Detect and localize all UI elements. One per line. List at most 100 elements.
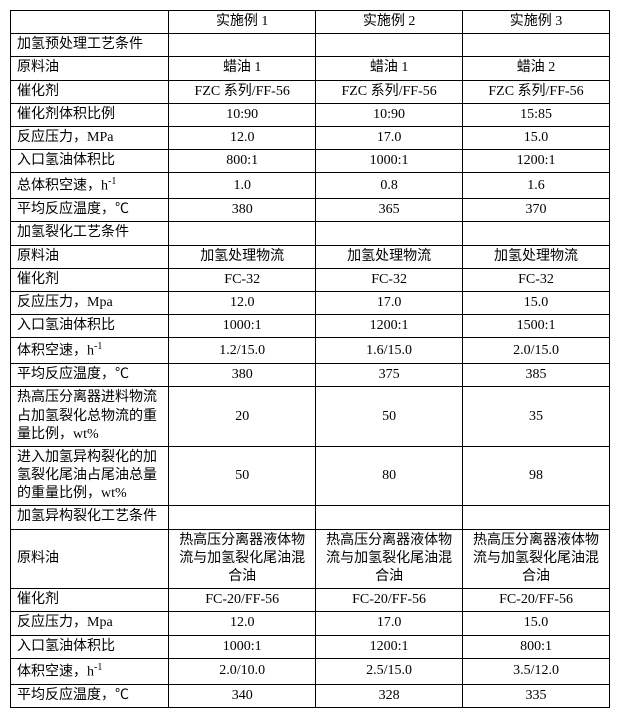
cell-col1: 380	[169, 199, 316, 222]
table-row: 催化剂体积比例10:9010:9015:85	[11, 103, 610, 126]
cell-col2: FC-32	[316, 268, 463, 291]
cell-col1: 1.0	[169, 173, 316, 199]
row-label: 催化剂体积比例	[11, 103, 169, 126]
cell-col2: 365	[316, 199, 463, 222]
table-row: 反应压力，Mpa12.017.015.0	[11, 612, 610, 635]
cell-col2: FC-20/FF-56	[316, 589, 463, 612]
cell-col3: 15.0	[463, 126, 610, 149]
header-row: 实施例 1 实施例 2 实施例 3	[11, 11, 610, 34]
cell-col2: 加氢处理物流	[316, 245, 463, 268]
cell-col1: FC-20/FF-56	[169, 589, 316, 612]
cell-col3: 15.0	[463, 612, 610, 635]
row-label: 平均反应温度，℃	[11, 364, 169, 387]
row-label: 体积空速，h-1	[11, 658, 169, 684]
row-label: 平均反应温度，℃	[11, 684, 169, 707]
row-label: 催化剂	[11, 268, 169, 291]
row-label: 体积空速，h-1	[11, 338, 169, 364]
section-2-row: 加氢裂化工艺条件	[11, 222, 610, 245]
cell-col3: 15.0	[463, 291, 610, 314]
row-label: 催化剂	[11, 80, 169, 103]
table-row: 催化剂FC-32FC-32FC-32	[11, 268, 610, 291]
cell-col1: 20	[169, 387, 316, 447]
cell-col1: 12.0	[169, 291, 316, 314]
table-row: 催化剂FZC 系列/FF-56FZC 系列/FF-56FZC 系列/FF-56	[11, 80, 610, 103]
cell-col2: 0.8	[316, 173, 463, 199]
cell-col3: 800:1	[463, 635, 610, 658]
cell-col3: 335	[463, 684, 610, 707]
data-table: 实施例 1 实施例 2 实施例 3 加氢预处理工艺条件 原料油蜡油 1蜡油 1蜡…	[10, 10, 610, 708]
cell-col2: 375	[316, 364, 463, 387]
cell-col1: 蜡油 1	[169, 57, 316, 80]
cell-col2: 1200:1	[316, 315, 463, 338]
cell-col2: 1200:1	[316, 635, 463, 658]
cell-col1: FC-32	[169, 268, 316, 291]
row-label: 原料油	[11, 529, 169, 589]
cell-col1: 380	[169, 364, 316, 387]
cell-col2: 2.5/15.0	[316, 658, 463, 684]
row-label: 反应压力，MPa	[11, 126, 169, 149]
row-label: 入口氢油体积比	[11, 150, 169, 173]
cell-col1: 800:1	[169, 150, 316, 173]
cell-col2: 蜡油 1	[316, 57, 463, 80]
section-2-title: 加氢裂化工艺条件	[11, 222, 169, 245]
row-label: 入口氢油体积比	[11, 315, 169, 338]
section-1-title: 加氢预处理工艺条件	[11, 34, 169, 57]
row-label: 热高压分离器进料物流占加氢裂化总物流的重量比例，wt%	[11, 387, 169, 447]
row-label: 原料油	[11, 57, 169, 80]
cell-col3: 1500:1	[463, 315, 610, 338]
header-blank	[11, 11, 169, 34]
cell-col3: 1200:1	[463, 150, 610, 173]
header-col3: 实施例 3	[463, 11, 610, 34]
cell-col3: 2.0/15.0	[463, 338, 610, 364]
table-row: 热高压分离器进料物流占加氢裂化总物流的重量比例，wt%205035	[11, 387, 610, 447]
cell-col2: 17.0	[316, 291, 463, 314]
cell-col2: 17.0	[316, 126, 463, 149]
table-row: 反应压力，MPa12.017.015.0	[11, 126, 610, 149]
cell-col2: 80	[316, 446, 463, 506]
row-label: 平均反应温度，℃	[11, 199, 169, 222]
cell-col1: 1.2/15.0	[169, 338, 316, 364]
row-label: 原料油	[11, 245, 169, 268]
cell-col3: 热高压分离器液体物流与加氢裂化尾油混合油	[463, 529, 610, 589]
table-row: 体积空速，h-12.0/10.02.5/15.03.5/12.0	[11, 658, 610, 684]
section-1-row: 加氢预处理工艺条件	[11, 34, 610, 57]
table-row: 平均反应温度，℃380375385	[11, 364, 610, 387]
cell-col1: FZC 系列/FF-56	[169, 80, 316, 103]
section-3-title: 加氢异构裂化工艺条件	[11, 506, 169, 529]
table-row: 入口氢油体积比1000:11200:11500:1	[11, 315, 610, 338]
cell-col1: 12.0	[169, 126, 316, 149]
table-row: 总体积空速，h-11.00.81.6	[11, 173, 610, 199]
row-label: 催化剂	[11, 589, 169, 612]
cell-col3: 加氢处理物流	[463, 245, 610, 268]
table-row: 原料油加氢处理物流加氢处理物流加氢处理物流	[11, 245, 610, 268]
table-row: 入口氢油体积比800:11000:11200:1	[11, 150, 610, 173]
table-row: 反应压力，Mpa12.017.015.0	[11, 291, 610, 314]
cell-col1: 10:90	[169, 103, 316, 126]
cell-col3: 15:85	[463, 103, 610, 126]
cell-col2: 17.0	[316, 612, 463, 635]
cell-col3: 370	[463, 199, 610, 222]
cell-col1: 340	[169, 684, 316, 707]
cell-col1: 1000:1	[169, 635, 316, 658]
cell-col3: 3.5/12.0	[463, 658, 610, 684]
cell-col1: 12.0	[169, 612, 316, 635]
cell-col3: FC-32	[463, 268, 610, 291]
table-row: 原料油蜡油 1蜡油 1蜡油 2	[11, 57, 610, 80]
cell-col2: 50	[316, 387, 463, 447]
row-label: 反应压力，Mpa	[11, 291, 169, 314]
cell-col2: 10:90	[316, 103, 463, 126]
cell-col2: FZC 系列/FF-56	[316, 80, 463, 103]
header-col1: 实施例 1	[169, 11, 316, 34]
cell-col2: 328	[316, 684, 463, 707]
section-3-row: 加氢异构裂化工艺条件	[11, 506, 610, 529]
cell-col1: 加氢处理物流	[169, 245, 316, 268]
header-col2: 实施例 2	[316, 11, 463, 34]
table-row: 催化剂FC-20/FF-56FC-20/FF-56FC-20/FF-56	[11, 589, 610, 612]
row-label: 入口氢油体积比	[11, 635, 169, 658]
row-label: 进入加氢异构裂化的加氢裂化尾油占尾油总量的重量比例，wt%	[11, 446, 169, 506]
cell-col3: FZC 系列/FF-56	[463, 80, 610, 103]
table-row: 体积空速，h-11.2/15.01.6/15.02.0/15.0	[11, 338, 610, 364]
cell-col1: 1000:1	[169, 315, 316, 338]
cell-col3: 35	[463, 387, 610, 447]
cell-col3: 蜡油 2	[463, 57, 610, 80]
